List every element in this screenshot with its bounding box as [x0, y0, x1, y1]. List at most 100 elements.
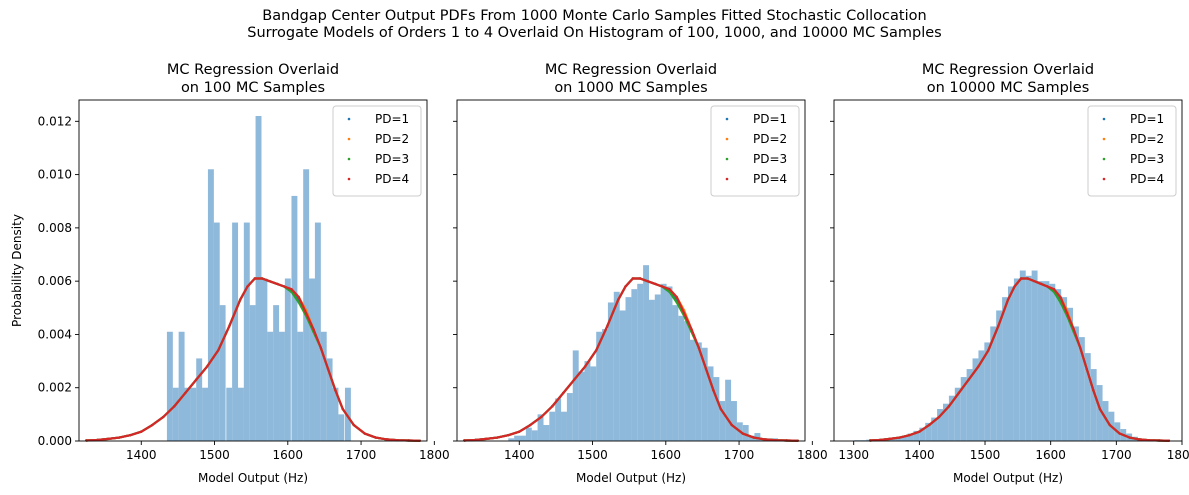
- pdf-point: [1052, 287, 1056, 291]
- pdf-point: [217, 349, 220, 352]
- histogram-bar: [631, 289, 638, 441]
- legend-label: PD=4: [1130, 172, 1164, 186]
- histogram-bar: [931, 417, 938, 441]
- pdf-point: [140, 430, 143, 433]
- histogram-bar: [913, 430, 920, 441]
- pdf-point: [719, 407, 722, 411]
- legend-label: PD=2: [753, 132, 787, 146]
- pdf-curve: [463, 277, 799, 442]
- histogram-bar: [990, 326, 997, 441]
- histogram-bar: [901, 435, 908, 441]
- pdf-point: [947, 405, 951, 408]
- pdf-point: [518, 430, 521, 433]
- histogram-bar: [695, 342, 702, 441]
- histogram-bar: [725, 379, 732, 441]
- x-tick-label: 1700: [724, 448, 755, 462]
- x-tick-label: 1700: [346, 448, 377, 462]
- pdf-point: [507, 433, 510, 437]
- pdf-point: [704, 367, 708, 371]
- histogram-bar: [1013, 278, 1020, 441]
- pdf-point: [752, 436, 755, 439]
- pdf-point: [1006, 298, 1010, 301]
- axes-frame: [833, 99, 1183, 442]
- pdf-point: [741, 432, 744, 435]
- histogram-bar: [625, 297, 632, 441]
- pdf-point: [763, 438, 766, 441]
- x-tick-label: 1600: [1035, 448, 1066, 462]
- pdf-point: [631, 277, 635, 280]
- legend: PD=1 PD=2 PD=3 PD=4: [332, 105, 422, 197]
- pdf-point: [246, 285, 249, 288]
- histogram-bar: [572, 350, 579, 441]
- pdf-point: [282, 285, 286, 288]
- pdf-point: [928, 423, 931, 427]
- figure-suptitle: Bandgap Center Output PDFs From 1000 Mon…: [0, 8, 1189, 42]
- histogram-bar: [166, 331, 173, 441]
- histogram-bar: [237, 387, 244, 441]
- pdf-point: [616, 298, 620, 301]
- histogram-bar: [1090, 369, 1097, 441]
- histogram-bar: [678, 315, 685, 441]
- pdf-point: [573, 378, 576, 381]
- pdf-point: [304, 311, 308, 315]
- histogram-bar: [297, 331, 304, 441]
- legend-marker: [347, 117, 351, 121]
- histogram-bar: [925, 422, 932, 441]
- histogram-bar: [731, 401, 737, 441]
- histogram-bar: [895, 437, 902, 441]
- pdf-point: [605, 325, 609, 328]
- histogram-bar: [1002, 297, 1008, 441]
- histogram-bar: [202, 387, 209, 441]
- pdf-point: [1065, 311, 1069, 315]
- histogram-bar: [596, 331, 603, 441]
- histogram-bar: [1078, 337, 1085, 441]
- legend-marker: [725, 117, 729, 121]
- histogram-bar: [291, 195, 298, 441]
- pdf-point: [668, 287, 671, 291]
- pdf-point: [1072, 327, 1075, 331]
- histogram-bar: [719, 401, 726, 441]
- pdf-point: [1092, 389, 1095, 392]
- legend-marker: [1102, 117, 1106, 121]
- pdf-point: [151, 423, 154, 427]
- x-tick-label: 1400: [504, 448, 535, 462]
- y-axis-label: Probability Density: [10, 214, 24, 327]
- histogram-bar: [213, 222, 220, 441]
- series-pd4: [463, 277, 799, 442]
- pdf-point: [653, 282, 657, 286]
- pdf-point: [1033, 279, 1036, 283]
- histogram-bar: [1067, 307, 1073, 441]
- legend-label: PD=3: [753, 152, 787, 166]
- x-tick-label: 1500: [199, 448, 230, 462]
- histogram-bar: [508, 438, 515, 441]
- histogram-bar: [543, 425, 550, 441]
- x-axis-label: Model Output (Hz): [953, 471, 1063, 485]
- histogram-bar: [978, 350, 985, 441]
- pdf-point: [107, 437, 110, 441]
- pdf-point: [1085, 367, 1088, 371]
- histogram-bar: [619, 310, 626, 441]
- legend-label: PD=2: [375, 132, 409, 146]
- histogram-bar: [578, 371, 585, 441]
- histogram-bar: [684, 321, 691, 441]
- legend-label: PD=4: [753, 172, 787, 186]
- histogram-bar: [284, 278, 291, 441]
- legend-frame: [332, 105, 422, 197]
- legend-marker: [1102, 137, 1106, 141]
- histogram-bar: [984, 342, 991, 441]
- pdf-point: [697, 346, 700, 349]
- histogram-bar: [332, 387, 339, 441]
- histogram-bar: [602, 329, 608, 441]
- x-tick-label: 1500: [970, 448, 1001, 462]
- legend-label: PD=3: [1130, 152, 1164, 166]
- histogram-bar: [243, 222, 250, 441]
- legend-label: PD=1: [375, 112, 409, 126]
- histogram-bar: [1031, 270, 1038, 441]
- pdf-point: [1046, 285, 1049, 288]
- legend-frame: [1087, 105, 1177, 197]
- pdf-point: [363, 432, 366, 435]
- pdf-point: [260, 277, 264, 280]
- histogram-bar: [190, 387, 197, 441]
- histogram-bar: [207, 169, 214, 441]
- histogram-bar: [1025, 275, 1032, 441]
